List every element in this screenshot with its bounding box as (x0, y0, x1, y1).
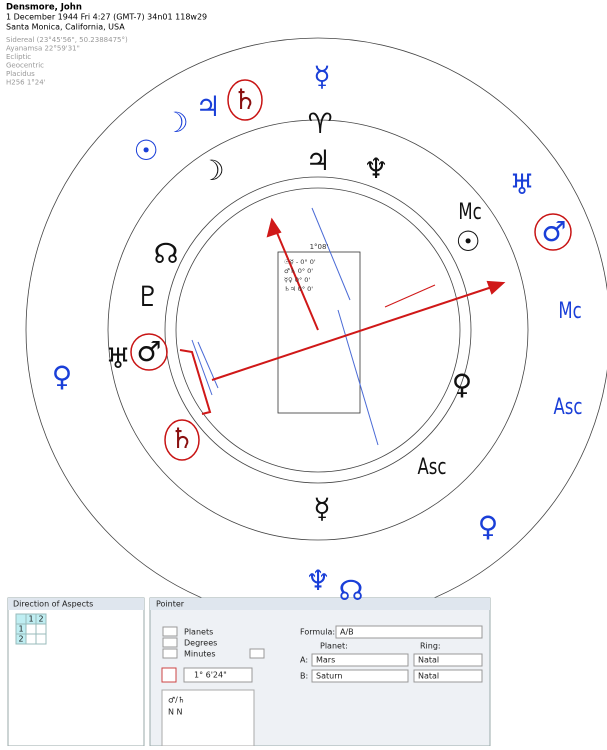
planet-glyph: ♀ (452, 368, 473, 401)
pair-list (161, 689, 255, 747)
option-label: Planets (184, 628, 213, 637)
dropdown[interactable] (413, 653, 483, 667)
planet-glyph: ☉ (133, 134, 158, 167)
dropdown-value: Mars (316, 656, 335, 665)
chart-name: Densmore, John (6, 3, 82, 13)
planet-glyph: ☿ (313, 60, 330, 93)
dropdown[interactable] (311, 653, 409, 667)
label: Formula: (300, 628, 335, 637)
chart-setting: Ecliptic (6, 53, 31, 61)
grid-cell[interactable] (35, 633, 47, 645)
grid-cell[interactable] (25, 633, 37, 645)
planet-glyph: ☽ (163, 106, 188, 139)
chart-setting: Sidereal (23°45'56", 50.2388475°) (6, 36, 128, 44)
grid-cell[interactable] (35, 623, 47, 635)
dropdown-value: Natal (418, 656, 439, 665)
planet-glyph: Mc (458, 199, 481, 225)
planet-glyph: ♄ (232, 83, 257, 116)
grid-cell[interactable] (15, 613, 27, 625)
label: A: (300, 656, 308, 665)
aspect-lines (191, 207, 379, 446)
planet-glyph: Asc (554, 394, 583, 420)
planet-glyph: ♅ (105, 342, 130, 375)
planet-glyph: ☊ (339, 574, 364, 607)
option-label: Minutes (184, 650, 216, 659)
stepper[interactable] (162, 626, 178, 637)
planet-glyph: ☉ (455, 225, 480, 258)
planet-glyph: ♄ (169, 422, 194, 455)
offset-field[interactable] (183, 667, 253, 683)
value: A/B (340, 628, 354, 637)
grid-label: 1 (18, 625, 23, 634)
pair-glyphs: ♂/♄ (168, 696, 185, 705)
chart-setting: H256 1°24' (6, 79, 46, 87)
aspect-row: ☉☿ - 0° 0' (284, 258, 316, 266)
highlight-circles (130, 79, 572, 461)
planet-glyph: ♅ (509, 168, 534, 201)
planet-glyph: ♃ (305, 144, 330, 177)
center-box (277, 251, 361, 414)
planet-glyph: ♂ (541, 215, 566, 248)
planet-glyph: ♆ (363, 152, 388, 185)
planet-glyph: ♂ (136, 335, 161, 368)
aspect-row: ♄♃ 0° 0' (284, 285, 313, 293)
label: Ring: (420, 642, 441, 651)
planet-glyph: ♇ (135, 280, 160, 313)
stepper[interactable] (249, 648, 265, 659)
dropdown-value: Natal (418, 672, 439, 681)
dropdown-value: Saturn (316, 672, 342, 681)
planet-glyph: ☽ (199, 154, 224, 187)
panel-title: Pointer (156, 600, 185, 609)
planet-glyph: Mc (558, 298, 581, 324)
chart-place: Santa Monica, California, USA (6, 23, 125, 32)
aspect-row: ♂♄ 0° 0' (284, 267, 313, 275)
dropdown[interactable] (311, 669, 409, 683)
pair-rings: N N (168, 708, 183, 717)
planet-glyph: ♀ (478, 510, 499, 543)
grid-label: 2 (38, 615, 43, 624)
stepper[interactable] (162, 648, 178, 659)
label: B: (300, 672, 308, 681)
chart-date: 1 December 1944 Fri 4:27 (GMT-7) 34n01 1… (6, 13, 207, 22)
chart-setting: Geocentric (6, 62, 44, 70)
panel-titlebar (8, 598, 144, 610)
label: Planet: (320, 642, 348, 651)
planet-glyph: Asc (418, 454, 447, 480)
chart-setting: Ayanamsa 22°59'31" (6, 45, 80, 53)
grid-cell[interactable] (25, 623, 37, 635)
planet-glyph: ♀ (52, 360, 73, 393)
stepper[interactable] (162, 637, 178, 648)
grid-label: 1 (28, 615, 33, 624)
chart-setting: Placidus (6, 70, 35, 78)
formula-field[interactable] (335, 625, 483, 639)
pointer-icon[interactable] (161, 667, 177, 683)
offset-value: 1° 6'24" (194, 671, 227, 680)
dropdown[interactable] (413, 669, 483, 683)
option-label: Degrees (184, 639, 217, 648)
planet-glyph: ♈ (307, 107, 332, 140)
center-degree: 1°08' (310, 243, 329, 251)
panel-title: Direction of Aspects (13, 600, 93, 609)
planet-glyph: ♃ (195, 90, 220, 123)
panel-titlebar (150, 598, 490, 610)
grid-label: 2 (18, 635, 23, 644)
aspect-row: ☿♀ 0° 0' (284, 276, 310, 284)
planet-glyph: ☊ (154, 237, 179, 270)
planet-glyph: ♆ (305, 564, 330, 597)
planet-glyph: ☿ (313, 492, 330, 525)
direction-arrows (179, 217, 506, 415)
